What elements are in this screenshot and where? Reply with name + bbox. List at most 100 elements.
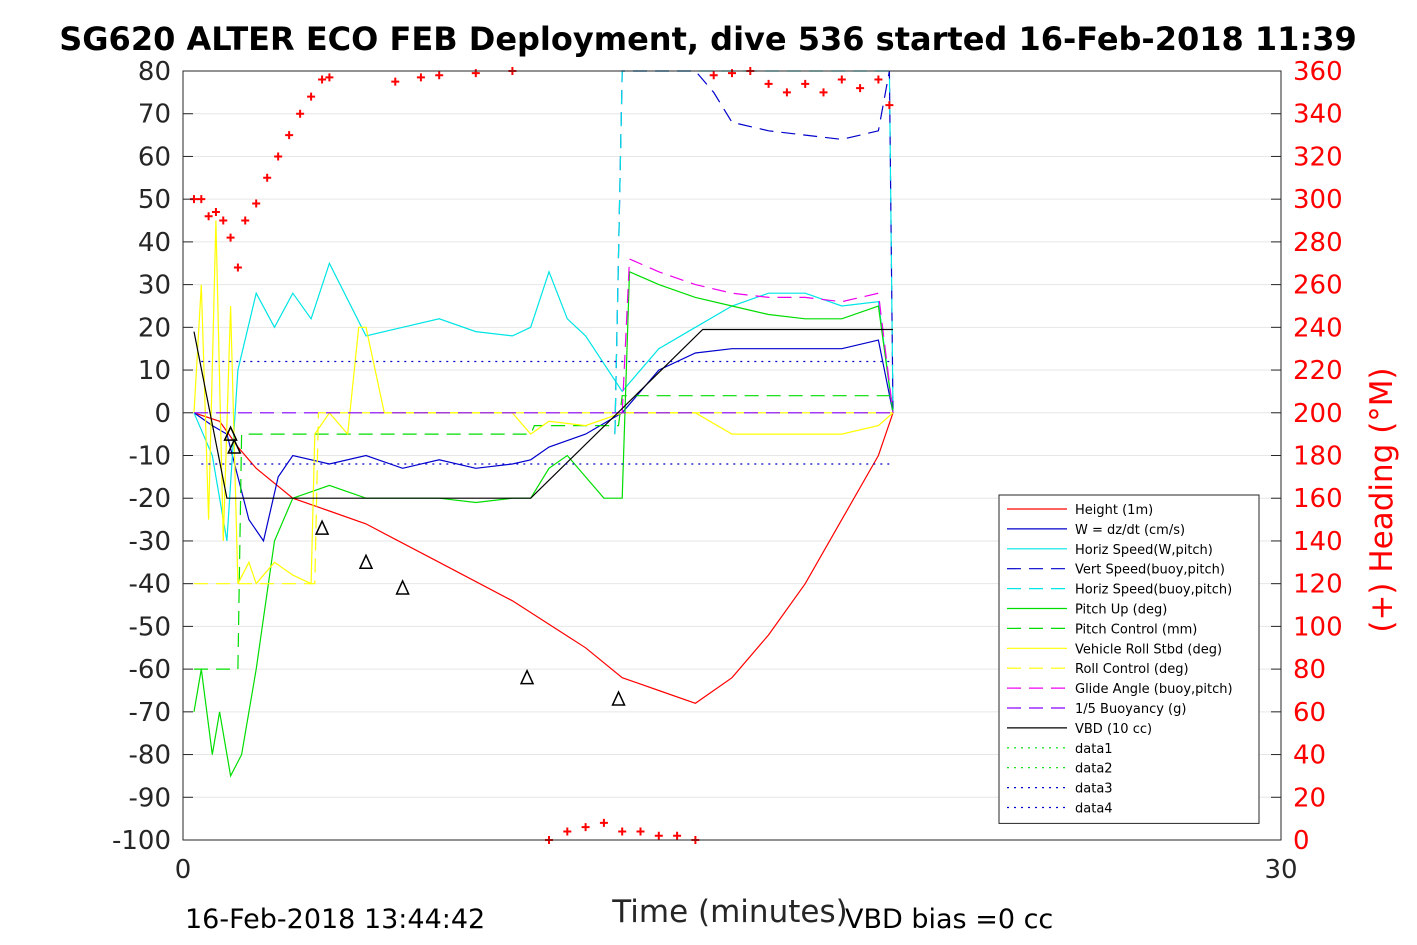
y-tick-label-left: -10 [129, 442, 171, 472]
series-line-6 [194, 395, 893, 670]
triangle-marker [611, 690, 626, 706]
legend-entry: Horiz Speed(W,pitch) [1075, 543, 1213, 558]
heading-point [709, 71, 718, 80]
legend-entry: Vert Speed(buoy,pitch) [1075, 563, 1225, 578]
heading-point [728, 69, 736, 78]
series-line-1 [193, 339, 894, 543]
y-tick-label-right: 300 [1293, 185, 1343, 215]
y-tick-label-left: -60 [129, 655, 171, 685]
legend-entry: VBD (10 cc) [1075, 722, 1152, 737]
x-tick-label: 30 [1264, 855, 1297, 885]
heading-point [296, 109, 305, 118]
series-line-4 [614, 70, 894, 435]
legend-entry: data3 [1075, 782, 1113, 797]
footer-vbd-bias: VBD bias =0 cc [845, 904, 1053, 935]
series-line-2 [193, 261, 894, 542]
heading-point [274, 152, 283, 161]
heading-point [819, 88, 828, 97]
legend-entry: Pitch Up (deg) [1075, 603, 1167, 618]
legend-entry: data2 [1075, 762, 1113, 777]
x-axis-ticks: 0 30 [175, 830, 1298, 885]
legend-entry: data4 [1075, 802, 1113, 817]
y-tick-label-left: -20 [129, 484, 171, 514]
y-axis-left-ticks: 80 70 60 50 40 30 20 10 0 -10 -20 -30 -40 -50 -60 -70 -8… [112, 57, 193, 856]
legend-box [998, 494, 1260, 824]
triangle-marker [223, 425, 238, 441]
y-tick-label-left: -50 [129, 612, 171, 642]
heading-point [599, 818, 608, 827]
legend-entry: Roll Control (deg) [1075, 662, 1189, 677]
legend-entry: Glide Angle (buoy,pitch) [1075, 682, 1233, 697]
triangle-marker [314, 519, 330, 535]
y-tick-label-left: 60 [138, 142, 171, 172]
heading-point [211, 207, 220, 216]
heading-point [885, 101, 894, 110]
heading-point [318, 75, 327, 84]
legend-entry: 1/5 Buoyancy (g) [1075, 702, 1186, 717]
y-axis-right-label: (+) Heading (°M) [1364, 367, 1400, 632]
y-tick-label-left: -40 [129, 570, 171, 600]
heading-point [263, 173, 272, 182]
legend-entry: data1 [1075, 742, 1113, 757]
heading-point [654, 831, 663, 840]
heading-point [252, 199, 261, 208]
heading-point [837, 75, 846, 84]
y-tick-label-left: 30 [138, 271, 171, 301]
heading-point [874, 75, 883, 84]
y-tick-label-right: 200 [1293, 399, 1343, 429]
y-tick-label-right: 280 [1293, 228, 1343, 258]
y-tick-label-right: 240 [1293, 313, 1343, 343]
heading-point [226, 233, 235, 242]
y-tick-label-right: 60 [1293, 698, 1326, 728]
chart-title: SG620 ALTER ECO FEB Deployment, dive 536… [59, 20, 1357, 58]
y-axis-right-ticks: 3603403203002802602402202001801601401201… [1271, 57, 1343, 856]
series-line-5 [193, 270, 894, 778]
heading-point [856, 84, 865, 93]
triangle-marker [227, 438, 242, 454]
heading-point [197, 195, 206, 204]
y-tick-label-right: 80 [1293, 655, 1326, 685]
y-tick-label-right: 120 [1293, 570, 1343, 600]
y-tick-label-left: 80 [138, 57, 171, 87]
y-tick-label-right: 140 [1293, 527, 1343, 557]
heading-point [618, 827, 627, 836]
y-tick-label-left: -80 [129, 741, 171, 771]
heading-point [471, 69, 480, 78]
y-tick-label-right: 180 [1293, 442, 1343, 472]
y-tick-label-right: 360 [1293, 57, 1343, 87]
y-tick-label-left: -100 [112, 826, 171, 856]
series-line-11 [193, 328, 893, 499]
legend: Height (1m) W = dz/dt (cm/s) Horiz Speed(W… [998, 494, 1260, 824]
legend-entry: Height (1m) [1075, 503, 1153, 518]
y-tick-label-right: 100 [1293, 612, 1343, 642]
legend-entry: Vehicle Roll Stbd (deg) [1075, 642, 1222, 657]
y-tick-label-right: 20 [1293, 783, 1326, 813]
series-line-7 [193, 220, 894, 585]
series-line-9 [621, 258, 894, 413]
triangle-marker [358, 553, 374, 570]
y-tick-label-right: 340 [1293, 100, 1343, 130]
heading-point [435, 71, 444, 80]
heading-point [204, 212, 213, 221]
footer-timestamp: 16-Feb-2018 13:44:42 [185, 904, 485, 935]
y-tick-label-left: 50 [138, 185, 171, 215]
heading-point [801, 79, 810, 88]
triangle-marker [519, 668, 535, 685]
y-tick-label-left: 0 [154, 399, 171, 429]
triangle-markers [223, 425, 626, 706]
heading-point [581, 823, 590, 832]
y-tick-label-left: -90 [129, 783, 171, 813]
y-tick-label-left: 20 [138, 313, 171, 343]
heading-point [673, 831, 682, 840]
heading-point [285, 131, 294, 140]
y-tick-label-right: 0 [1293, 826, 1310, 856]
series-line-3 [614, 70, 894, 435]
y-tick-label-left: -30 [129, 527, 171, 557]
y-tick-label-right: 160 [1293, 484, 1343, 514]
y-tick-label-right: 40 [1293, 741, 1326, 771]
heading-point [391, 77, 400, 86]
heading-point [307, 92, 316, 101]
heading-point [241, 216, 250, 225]
heading-points [189, 67, 894, 844]
